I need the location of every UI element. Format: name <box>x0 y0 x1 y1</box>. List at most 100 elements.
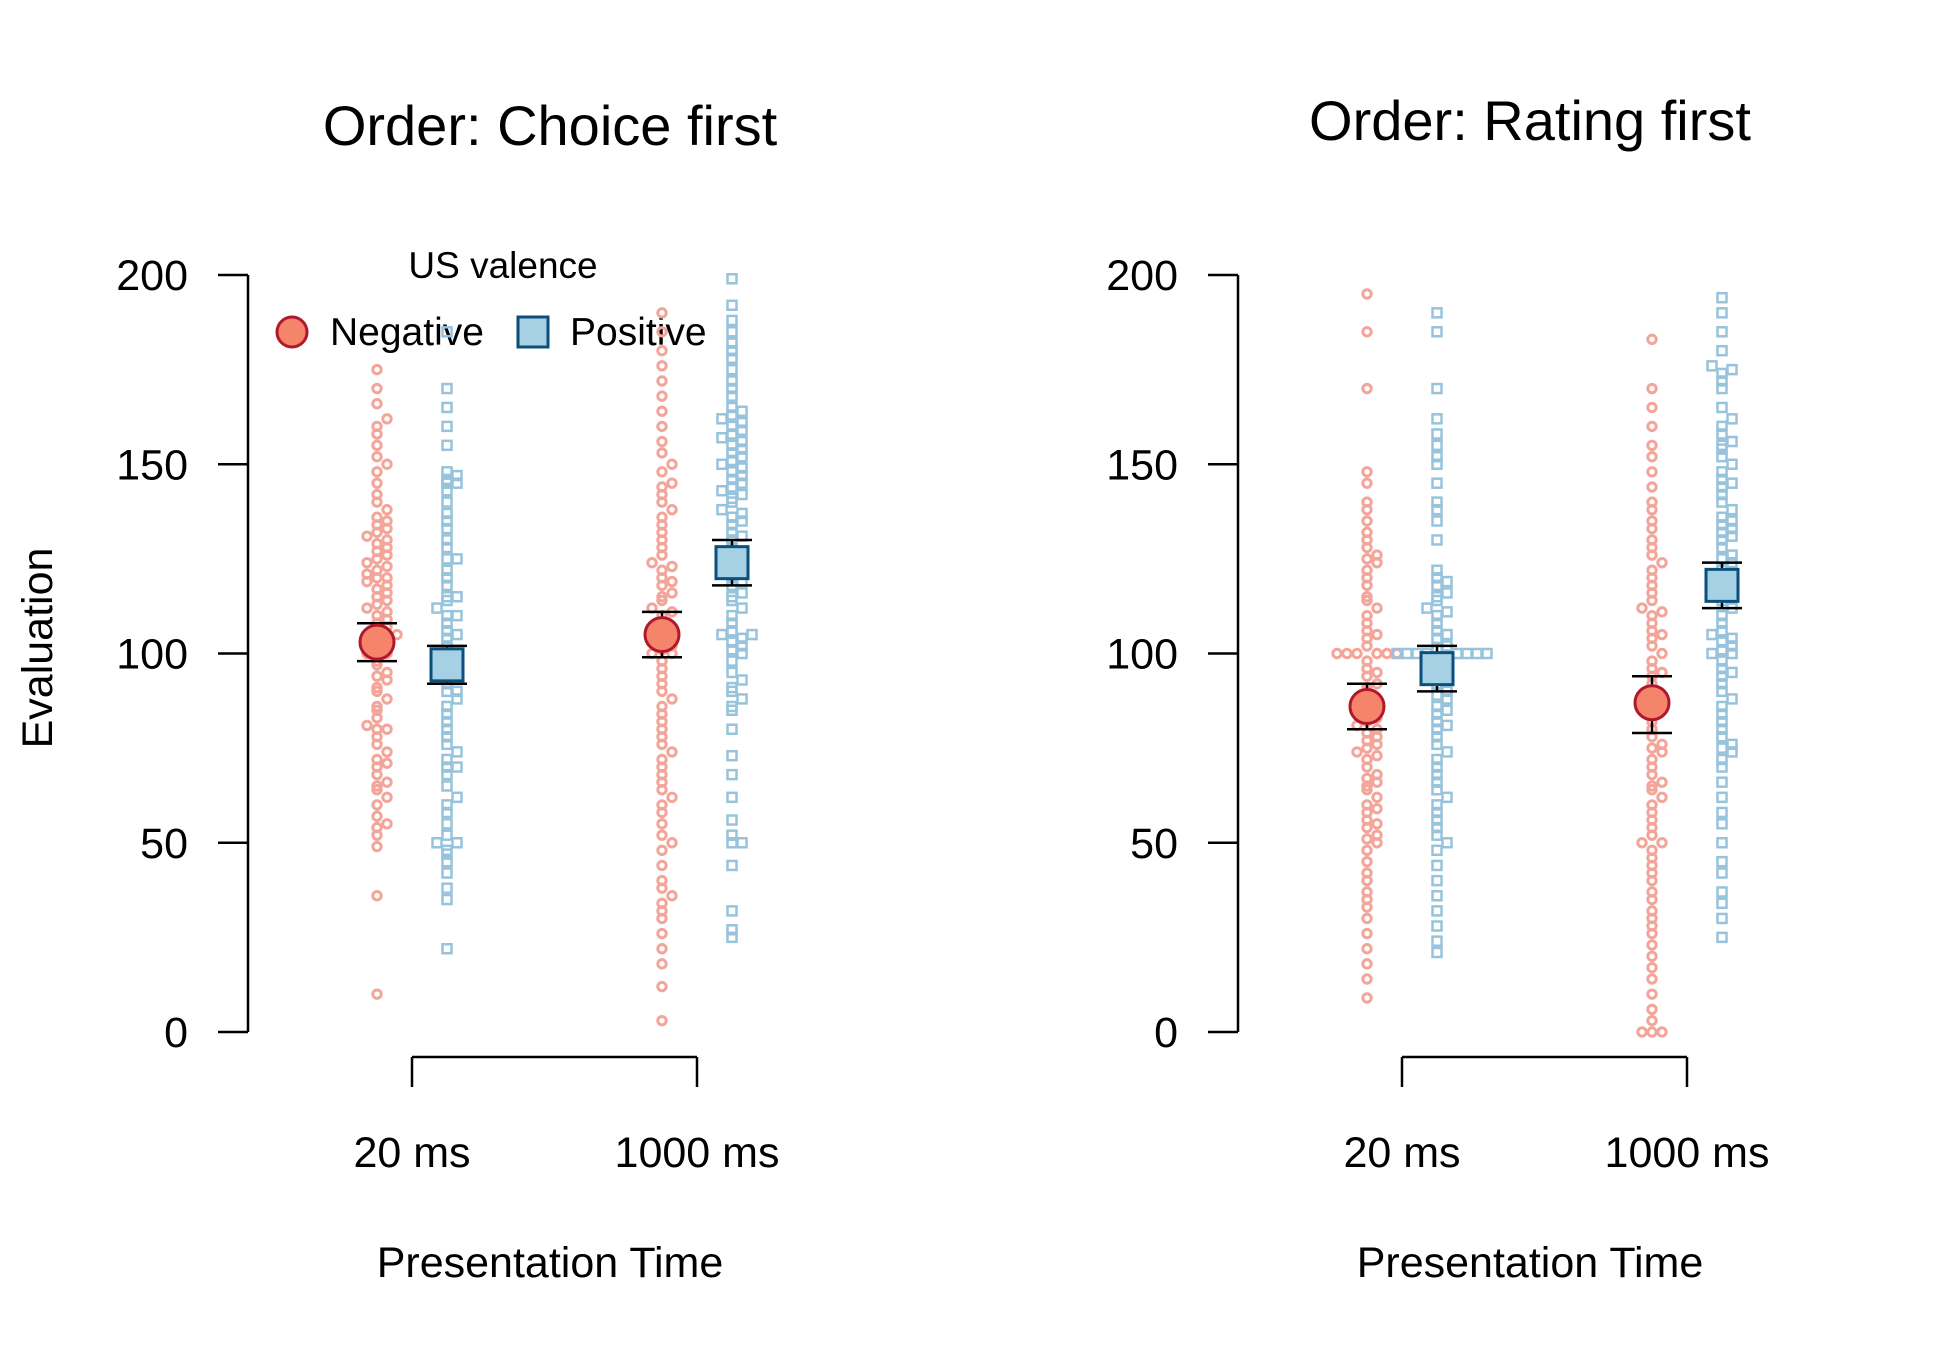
negative-raw-point <box>371 363 383 376</box>
positive-raw-point <box>1726 435 1738 448</box>
positive-raw-point <box>1716 715 1728 728</box>
positive-raw-point <box>736 488 748 501</box>
negative-raw-point <box>1646 1003 1658 1015</box>
positive-raw-point <box>1441 587 1453 599</box>
positive-raw-point <box>441 579 453 592</box>
legend-negative-circle-marker <box>275 315 309 349</box>
positive-raw-point <box>1461 647 1473 660</box>
negative-raw-point <box>1361 655 1373 667</box>
positive-raw-point <box>441 466 453 478</box>
negative-raw-point <box>371 439 383 452</box>
negative-raw-point <box>371 700 383 713</box>
positive-raw-point <box>716 413 728 425</box>
positive-raw-point <box>441 753 453 766</box>
positive-raw-point <box>1716 307 1728 319</box>
negative-raw-point <box>1341 647 1353 660</box>
positive-raw-point <box>726 655 738 667</box>
negative-raw-point <box>371 466 383 478</box>
negative-raw-point <box>1361 526 1373 539</box>
positive-raw-point <box>441 507 453 520</box>
positive-raw-point <box>1441 628 1453 641</box>
positive-raw-point <box>1716 742 1728 754</box>
positive-raw-point <box>1431 496 1443 508</box>
positive-raw-point <box>1431 738 1443 751</box>
positive-raw-point <box>1716 867 1728 879</box>
positive-raw-point <box>1716 496 1728 508</box>
negative-raw-point <box>1361 844 1373 857</box>
positive-raw-point <box>1441 719 1453 732</box>
positive-raw-point <box>726 375 738 387</box>
positive-raw-point <box>441 564 453 576</box>
positive-raw-point <box>451 590 463 603</box>
positive-raw-point <box>726 681 738 694</box>
negative-mean-point <box>1348 687 1386 725</box>
positive-raw-point <box>1716 791 1728 804</box>
negative-raw-point <box>1361 591 1373 603</box>
negative-raw-point <box>666 693 678 705</box>
positive-raw-point <box>1716 625 1728 637</box>
negative-raw-point <box>1361 958 1373 970</box>
positive-raw-point <box>736 462 748 474</box>
positive-raw-point <box>1431 753 1443 766</box>
negative-raw-point <box>381 757 393 769</box>
negative-raw-point <box>656 1014 668 1027</box>
negative-raw-point <box>666 477 678 489</box>
y-tick-label: 200 <box>1106 252 1178 300</box>
negative-raw-point <box>1361 912 1373 925</box>
negative-raw-point <box>1371 666 1383 679</box>
positive-raw-point <box>441 515 453 527</box>
negative-raw-point <box>656 799 668 811</box>
positive-raw-point <box>1431 905 1443 917</box>
negative-raw-point <box>1361 772 1373 785</box>
negative-raw-point <box>1361 288 1373 300</box>
negative-raw-point <box>656 481 668 493</box>
negative-raw-point <box>666 458 678 470</box>
positive-raw-point <box>1431 477 1443 489</box>
negative-raw-point <box>656 326 668 338</box>
positive-raw-point <box>1431 731 1443 743</box>
negative-raw-point <box>656 874 668 887</box>
negative-raw-point <box>666 575 678 588</box>
negative-raw-point <box>1371 802 1383 815</box>
negative-raw-point <box>1646 382 1658 395</box>
legend-title: US valence <box>408 245 597 286</box>
negative-raw-point <box>381 791 393 804</box>
positive-raw-point <box>451 628 463 641</box>
negative-raw-point <box>1371 549 1383 561</box>
negative-raw-point <box>1371 829 1383 841</box>
negative-raw-point <box>666 503 678 516</box>
positive-raw-point <box>441 439 453 452</box>
negative-raw-point <box>381 515 393 527</box>
positive-raw-point <box>441 522 453 535</box>
negative-raw-point <box>656 466 668 478</box>
positive-raw-point <box>441 723 453 735</box>
legend-positive-label: Positive <box>570 311 707 354</box>
positive-raw-point <box>1716 708 1728 720</box>
positive-raw-point <box>1431 859 1443 872</box>
positive-raw-point <box>736 405 748 418</box>
negative-raw-point <box>371 753 383 766</box>
positive-raw-point <box>726 526 738 539</box>
positive-raw-point <box>441 780 453 792</box>
positive-raw-point <box>1431 439 1443 452</box>
positive-raw-point <box>1431 572 1443 584</box>
y-tick-label: 150 <box>1106 441 1178 489</box>
negative-raw-point <box>1646 481 1658 493</box>
negative-raw-point <box>656 405 668 417</box>
positive-raw-point <box>441 806 453 819</box>
positive-raw-point <box>1716 806 1728 819</box>
positive-raw-point <box>1431 503 1443 516</box>
negative-raw-point <box>1646 753 1658 766</box>
positive-raw-point <box>736 507 748 520</box>
positive-raw-point <box>1716 818 1728 830</box>
positive-raw-point <box>1726 632 1738 645</box>
negative-raw-point <box>656 753 668 766</box>
positive-raw-point <box>451 553 463 565</box>
positive-raw-point <box>441 731 453 743</box>
negative-raw-point <box>1371 791 1383 804</box>
x-tick-label: 1000 ms <box>1605 1129 1770 1177</box>
positive-raw-point <box>1716 855 1728 868</box>
negative-raw-point <box>361 568 373 580</box>
negative-raw-point <box>1656 1026 1668 1038</box>
positive-raw-point <box>746 628 758 641</box>
